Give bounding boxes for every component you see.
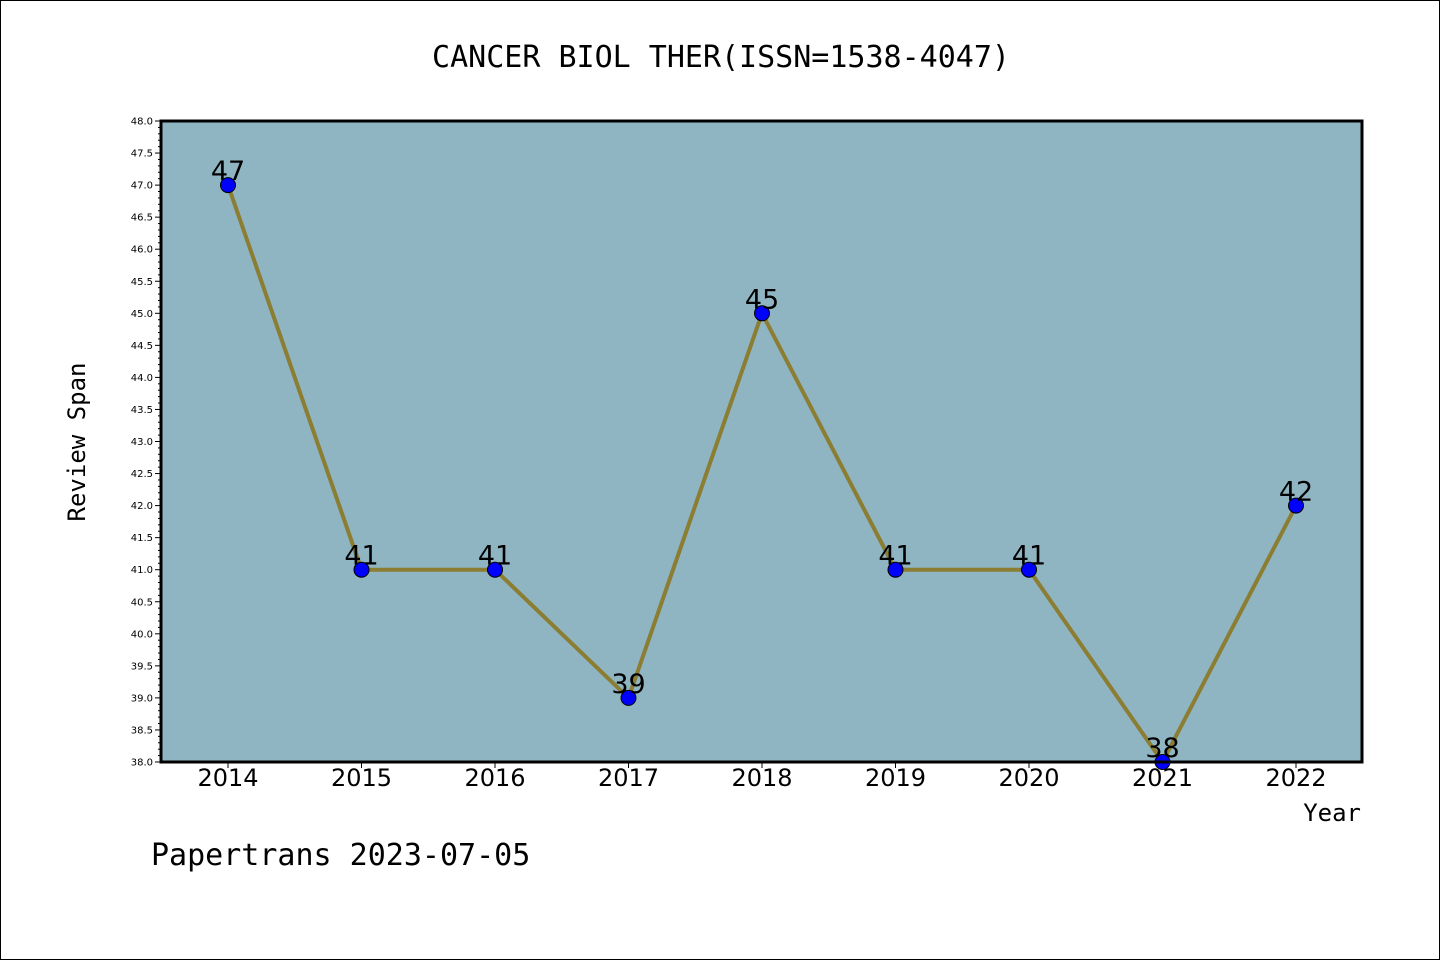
data-point — [1288, 497, 1304, 514]
y-tick-label: 42.0 — [131, 501, 153, 512]
axis-ticks: 38.0 38.5 39.0 39.5 40.0 40.5 41.0 41.5 42.0 42.5… — [131, 117, 1327, 793]
y-tick-label: 47.5 — [131, 149, 153, 160]
y-tick-label: 46.5 — [131, 213, 153, 224]
y-tick-label: 45.5 — [131, 277, 153, 288]
y-tick-label: 43.5 — [131, 405, 153, 416]
y-tick-label: 44.5 — [131, 341, 153, 352]
data-point — [754, 305, 770, 322]
data-label: 38 — [1145, 733, 1179, 764]
chart-title: CANCER BIOL THER(ISSN=1538-4047) — [432, 40, 1010, 75]
data-point — [487, 561, 503, 578]
data-point — [887, 561, 904, 578]
x-tick-label: 2020 — [998, 764, 1059, 792]
y-tick-label: 47.0 — [131, 181, 153, 192]
data-label: 41 — [344, 541, 378, 572]
data-label: 47 — [211, 156, 245, 187]
y-tick-label: 40.0 — [131, 629, 153, 640]
y-tick-label: 38.5 — [131, 725, 153, 736]
y-tick-label: 44.0 — [131, 373, 153, 384]
data-label: 41 — [1012, 541, 1046, 572]
x-tick-label: 2014 — [197, 764, 258, 792]
data-point — [1021, 561, 1037, 578]
x-tick-label: 2019 — [865, 764, 926, 792]
y-tick-label: 42.5 — [131, 469, 153, 480]
y-tick-label: 48.0 — [131, 117, 153, 128]
y-axis-label: Review Span — [63, 363, 91, 522]
data-label: 45 — [745, 284, 779, 315]
x-tick-label: 2018 — [731, 764, 792, 792]
y-tick-label: 39.5 — [131, 661, 153, 672]
y-tick-label: 41.0 — [131, 565, 153, 576]
x-tick-label: 2022 — [1265, 764, 1326, 792]
y-tick-label: 41.5 — [131, 533, 153, 544]
data-label: 42 — [1279, 477, 1313, 508]
y-tick-label: 38.0 — [131, 758, 153, 769]
watermark-text: Papertrans 2023-07-05 — [151, 838, 530, 873]
x-tick-label: 2016 — [464, 764, 525, 792]
y-tick-label: 43.0 — [131, 437, 153, 448]
data-point — [220, 177, 236, 194]
plot-area — [161, 121, 1362, 762]
data-label: 39 — [611, 669, 645, 700]
y-tick-label: 40.5 — [131, 597, 153, 608]
data-label: 41 — [478, 541, 512, 572]
y-tick-label: 39.0 — [131, 693, 153, 704]
data-label: 41 — [878, 541, 912, 572]
x-tick-label: 2017 — [598, 764, 659, 792]
x-tick-label: 2015 — [331, 764, 392, 792]
y-tick-label: 45.0 — [131, 309, 153, 320]
data-point — [353, 561, 370, 578]
series-layer — [220, 177, 1304, 770]
y-tick-label: 46.0 — [131, 245, 153, 256]
data-point — [620, 689, 637, 706]
plot-frame — [159, 119, 1364, 764]
data-labels: 47 41 41 39 45 41 41 38 42 — [211, 156, 1313, 764]
x-axis-label: Year — [1303, 799, 1361, 827]
